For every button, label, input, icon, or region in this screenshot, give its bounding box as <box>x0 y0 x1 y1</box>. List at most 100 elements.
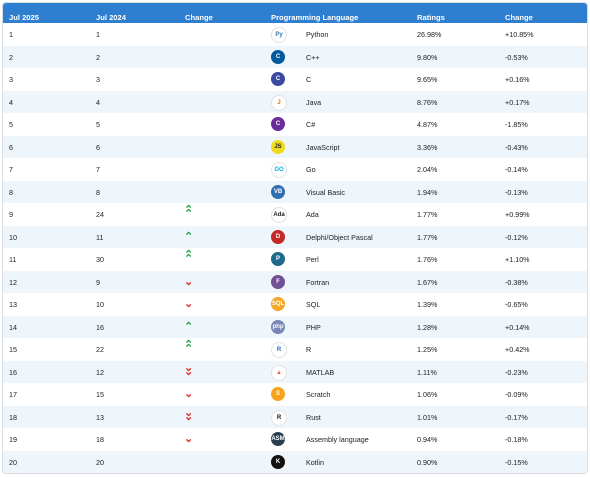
rating-value: 1.77% <box>417 232 438 242</box>
rank-jul-2025: 20 <box>9 457 17 467</box>
language-name: Java <box>306 97 322 107</box>
rank-jul-2024: 7 <box>96 165 100 175</box>
rating-value: 1.06% <box>417 390 438 400</box>
language-name: JavaScript <box>306 142 340 152</box>
table-row: 17 15 ⌄ S Scratch 1.06% -0.09% <box>3 383 587 406</box>
go-icon: GO <box>271 162 287 179</box>
rating-value: 3.36% <box>417 142 438 152</box>
csharp-icon-glyph: C <box>271 117 285 132</box>
rating-change: -0.53% <box>505 52 528 62</box>
header-programming-language[interactable]: Programming Language <box>271 13 359 22</box>
rank-jul-2024: 8 <box>96 187 100 197</box>
assembly-icon: ASM <box>271 432 285 447</box>
c-icon-glyph: C <box>271 72 285 87</box>
rating-change: +10.85% <box>505 30 534 40</box>
header-jul-2025[interactable]: Jul 2025 <box>9 13 39 22</box>
rank-jul-2025: 10 <box>9 232 17 242</box>
rating-change: -0.65% <box>505 300 528 310</box>
java-icon: J <box>271 94 287 111</box>
rank-jul-2025: 19 <box>9 435 17 445</box>
language-name: Perl <box>306 255 319 265</box>
rank-jul-2024: 13 <box>96 412 104 422</box>
trend-down-icon: ⌄ <box>184 388 194 401</box>
header-change-rating[interactable]: Change <box>505 13 533 22</box>
assembly-icon-glyph: ASM <box>271 432 285 447</box>
header-jul-2024[interactable]: Jul 2024 <box>96 13 126 22</box>
rating-change: +0.99% <box>505 210 530 220</box>
language-name: C <box>306 75 312 85</box>
rating-value: 0.94% <box>417 435 438 445</box>
rank-jul-2025: 1 <box>9 30 13 40</box>
rank-jul-2024: 9 <box>96 277 100 287</box>
php-icon-glyph: php <box>271 319 285 334</box>
trend-down-double-icon: ⌄ ⌄ <box>184 406 194 423</box>
rank-jul-2025: 6 <box>9 142 13 152</box>
r-icon-glyph: R <box>271 342 287 359</box>
language-name: Kotlin <box>306 457 324 467</box>
rank-jul-2024: 22 <box>96 345 104 355</box>
fortran-icon-glyph: F <box>271 274 285 289</box>
perl-icon: P <box>271 252 285 267</box>
language-name: Visual Basic <box>306 187 346 197</box>
language-name: Delphi/Object Pascal <box>306 232 373 242</box>
r-icon: R <box>271 342 287 359</box>
language-name: Python <box>306 30 329 40</box>
rating-change: -0.14% <box>505 165 528 175</box>
rating-change: -0.23% <box>505 367 528 377</box>
rank-jul-2024: 1 <box>96 30 100 40</box>
cpp-icon: C <box>271 49 285 64</box>
rank-jul-2024: 10 <box>96 300 104 310</box>
rating-change: -0.15% <box>505 457 528 467</box>
table-row: 13 10 ⌄ SQL SQL 1.39% -0.65% <box>3 293 587 316</box>
cpp-icon-glyph: C <box>271 49 285 64</box>
trend-up-double-icon: ⌃ ⌃ <box>184 249 194 266</box>
rank-jul-2025: 11 <box>9 255 17 265</box>
rank-jul-2024: 18 <box>96 435 104 445</box>
header-ratings[interactable]: Ratings <box>417 13 445 22</box>
table-row: 11 30 ⌃ ⌃ P Perl 1.76% +1.10% <box>3 248 587 271</box>
rating-change: +0.17% <box>505 97 530 107</box>
rank-jul-2025: 13 <box>9 300 17 310</box>
rank-jul-2025: 12 <box>9 277 17 287</box>
table-row: 14 16 ⌃ php PHP 1.28% +0.14% <box>3 315 587 338</box>
rating-value: 26.98% <box>417 30 442 40</box>
table-row: 5 5 C C# 4.87% -1.85% <box>3 113 587 136</box>
rank-jul-2024: 15 <box>96 390 104 400</box>
java-icon-glyph: J <box>271 94 287 111</box>
rating-change: +0.16% <box>505 75 530 85</box>
rating-value: 1.94% <box>417 187 438 197</box>
kotlin-icon-glyph: K <box>271 454 285 469</box>
rating-change: -0.38% <box>505 277 528 287</box>
rating-value: 1.11% <box>417 367 437 377</box>
language-name: Assembly language <box>306 435 369 445</box>
rating-value: 1.77% <box>417 210 438 220</box>
c-icon: C <box>271 72 285 87</box>
table-row: 6 6 JS JavaScript 3.36% -0.43% <box>3 135 587 158</box>
trend-up-icon: ⌃ <box>184 230 194 243</box>
rating-value: 0.90% <box>417 457 438 467</box>
rating-value: 1.76% <box>417 255 438 265</box>
table-row: 16 12 ⌄ ⌄ ▲ MATLAB 1.11% -0.23% <box>3 360 587 383</box>
matlab-icon: ▲ <box>271 364 287 381</box>
table-row: 15 22 ⌃ ⌃ R R 1.25% +0.42% <box>3 338 587 361</box>
go-icon-glyph: GO <box>271 162 287 179</box>
scratch-icon-glyph: S <box>271 387 285 402</box>
rank-jul-2024: 3 <box>96 75 100 85</box>
rank-jul-2025: 16 <box>9 367 17 377</box>
rating-value: 1.25% <box>417 345 438 355</box>
rating-change: -1.85% <box>505 120 528 130</box>
rank-jul-2024: 4 <box>96 97 100 107</box>
trend-up-double-icon: ⌃ ⌃ <box>184 204 194 221</box>
perl-icon-glyph: P <box>271 252 285 267</box>
table-row: 1 1 Py Python 26.98% +10.85% <box>3 23 587 46</box>
table-row: 4 4 J Java 8.76% +0.17% <box>3 90 587 113</box>
rank-jul-2024: 2 <box>96 52 100 62</box>
rank-jul-2025: 8 <box>9 187 13 197</box>
ada-icon: Ada <box>271 207 287 224</box>
visual-basic-icon: VB <box>271 184 285 199</box>
rating-change: -0.18% <box>505 435 528 445</box>
rank-jul-2024: 16 <box>96 322 104 332</box>
header-change-rank[interactable]: Change <box>185 13 213 22</box>
rank-jul-2024: 30 <box>96 255 104 265</box>
